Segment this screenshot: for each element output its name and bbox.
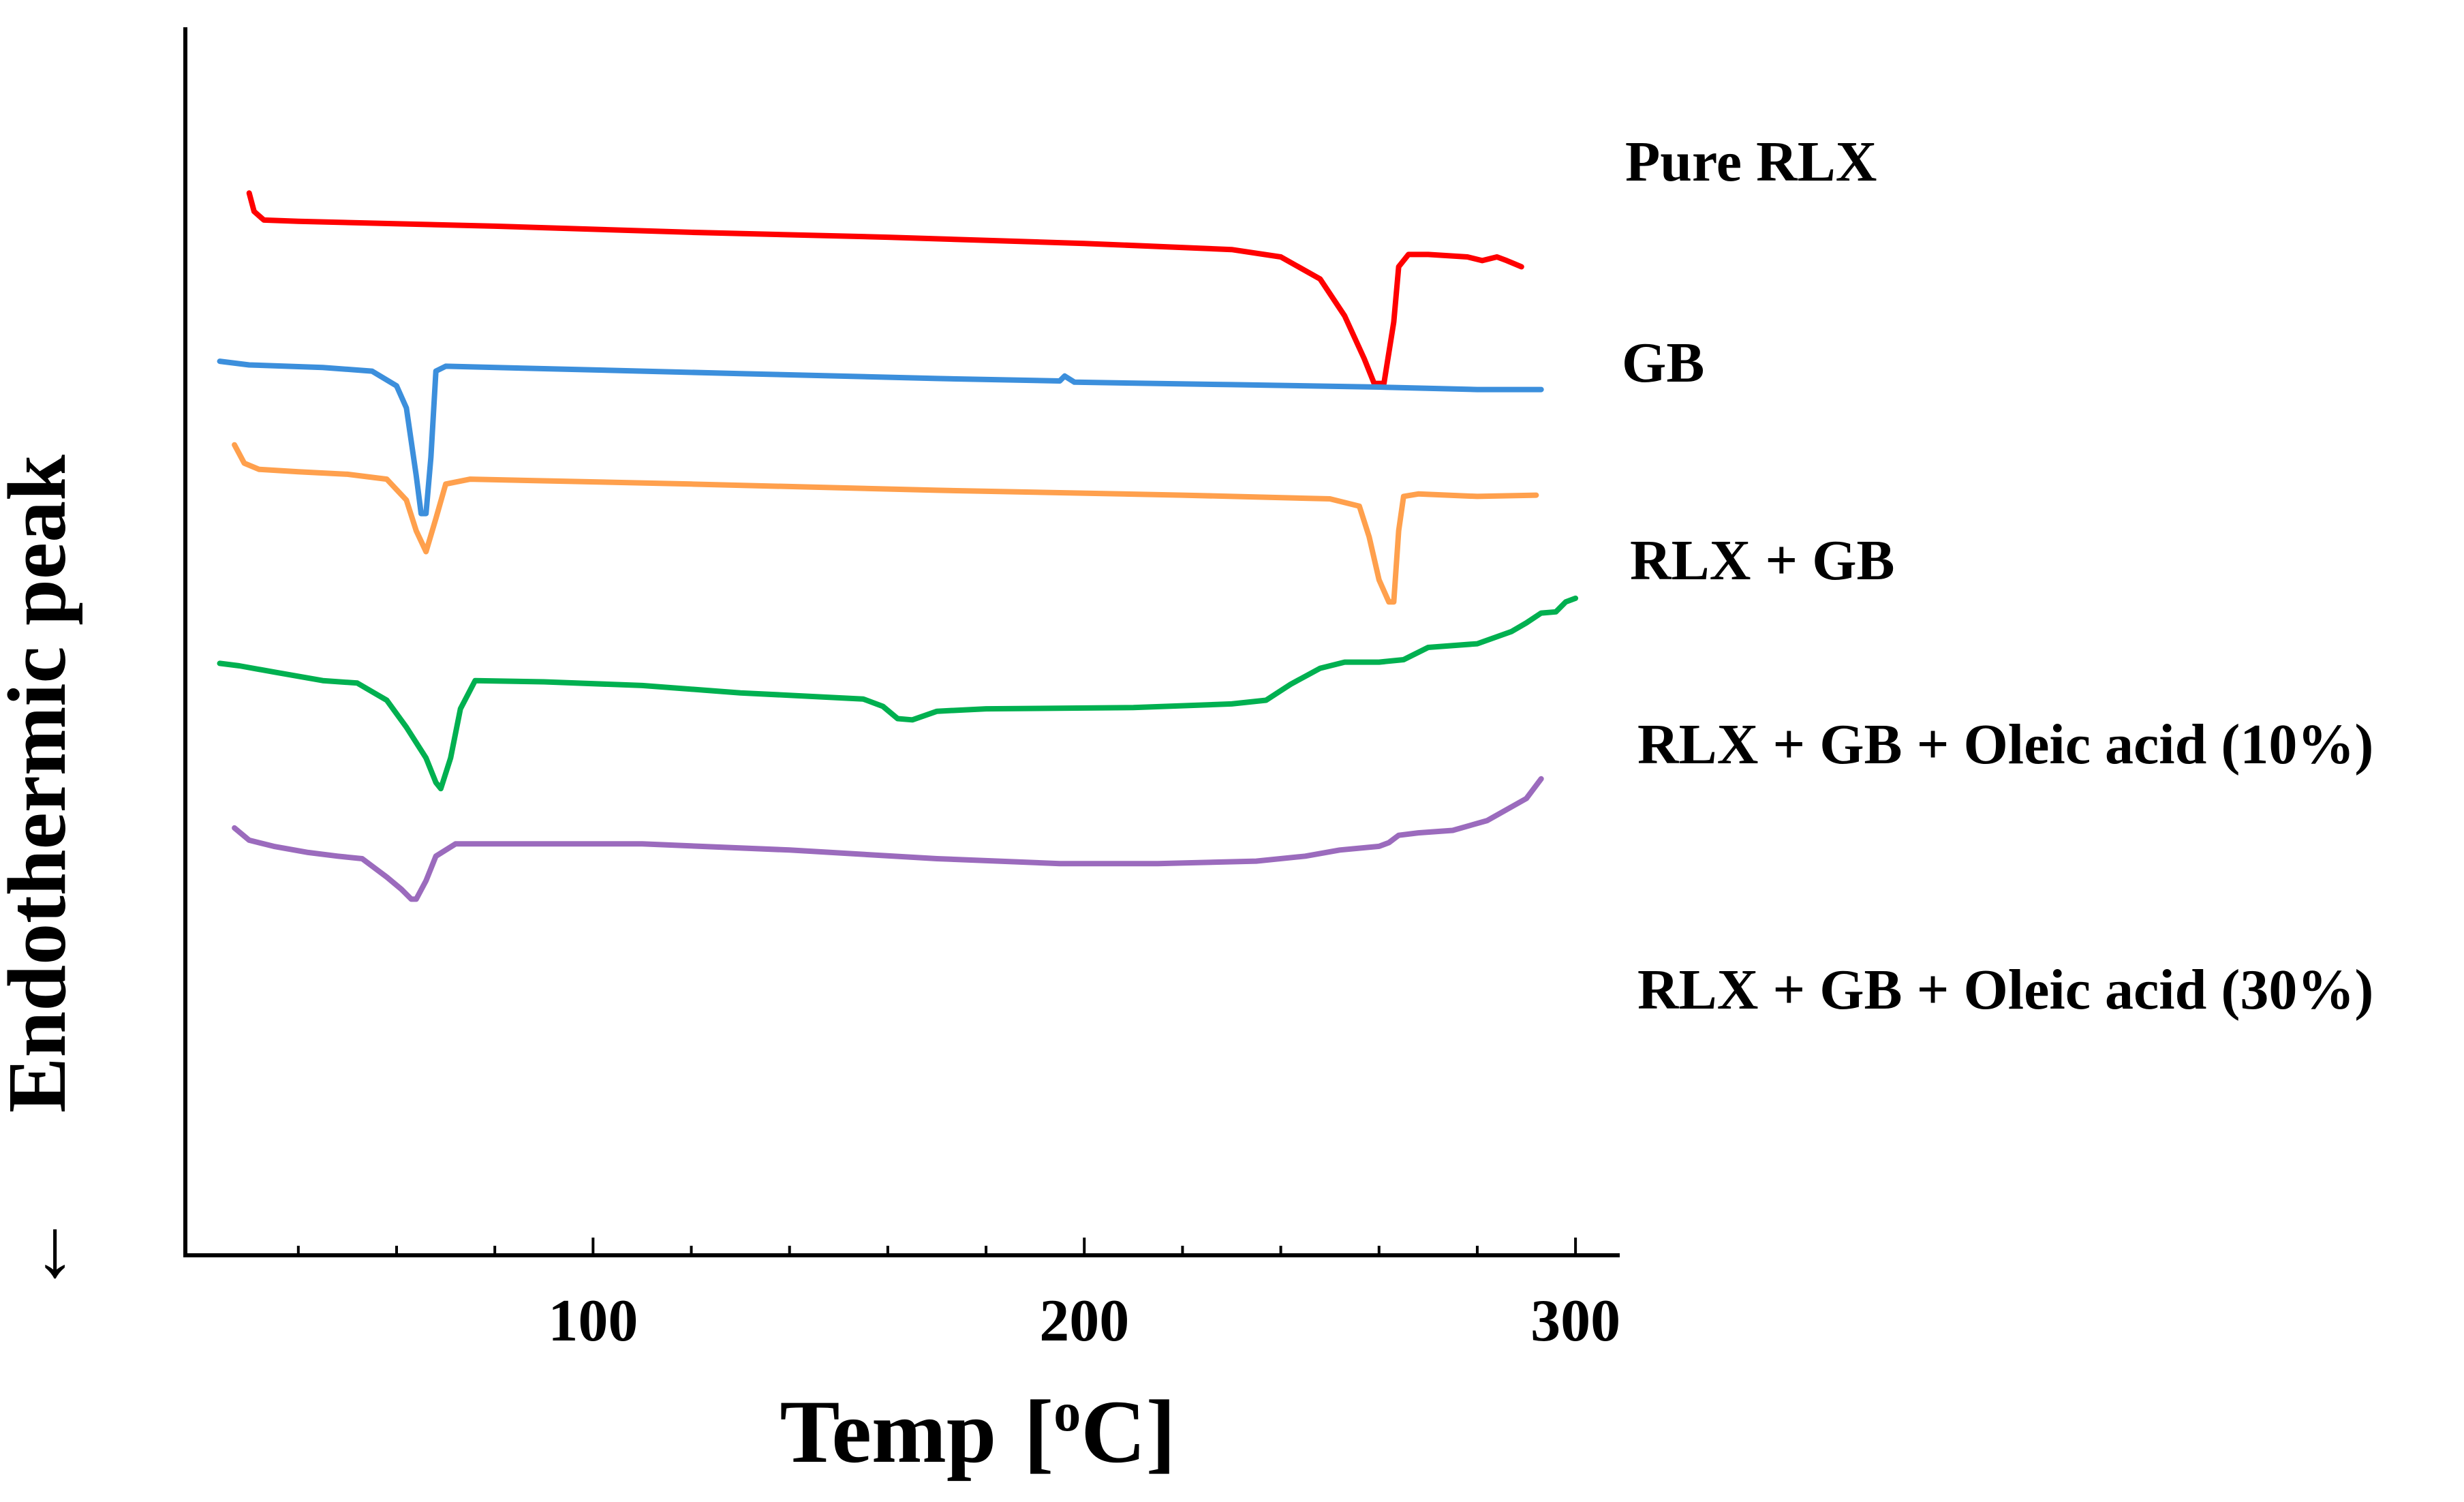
x-tick-label: 300 [1530,1288,1620,1354]
series-line-rlx-gb [232,442,1539,605]
x-tick-label: 100 [548,1288,638,1354]
series-line-rlx-gb-oleic-acid-30 [232,776,1544,902]
x-major-ticks [591,1238,1577,1255]
legend-label-rlx-gb-oleic-acid-30: RLX + GB + Oleic acid (30%) [1637,958,2373,1022]
x-axis-label: Temp [oC] [780,1381,1175,1482]
legend-label-rlx-gb: RLX + GB [1630,529,1895,592]
x-axis-label-open: [ [1023,1381,1053,1482]
series-line-rlx-gb-oleic-acid-10 [217,595,1579,792]
x-axis-label-main: Temp [780,1381,996,1482]
y-axis-arrow-icon: ← [0,1212,87,1296]
x-minor-ticks [296,1246,1479,1255]
x-tick-labels: 100 200 300 [548,1288,1620,1354]
legend-label-pure-rlx: Pure RLX [1625,130,1877,194]
legend: Pure RLX GB RLX + GB RLX + GB + Oleic acid … [1622,130,2373,1022]
x-tick-label: 200 [1039,1288,1129,1354]
series-line-pure-rlx [246,190,1524,386]
series-group [217,190,1579,902]
x-axis-label-unit: C [1081,1381,1145,1482]
legend-label-gb: GB [1622,331,1704,395]
x-axis-label-degree: o [1053,1383,1081,1443]
legend-label-rlx-gb-oleic-acid-10: RLX + GB + Oleic acid (10%) [1637,713,2373,776]
x-axis-label-close: ] [1146,1381,1176,1482]
series-line-gb [217,358,1544,517]
y-axis-label: Endothermic peak [0,455,83,1113]
